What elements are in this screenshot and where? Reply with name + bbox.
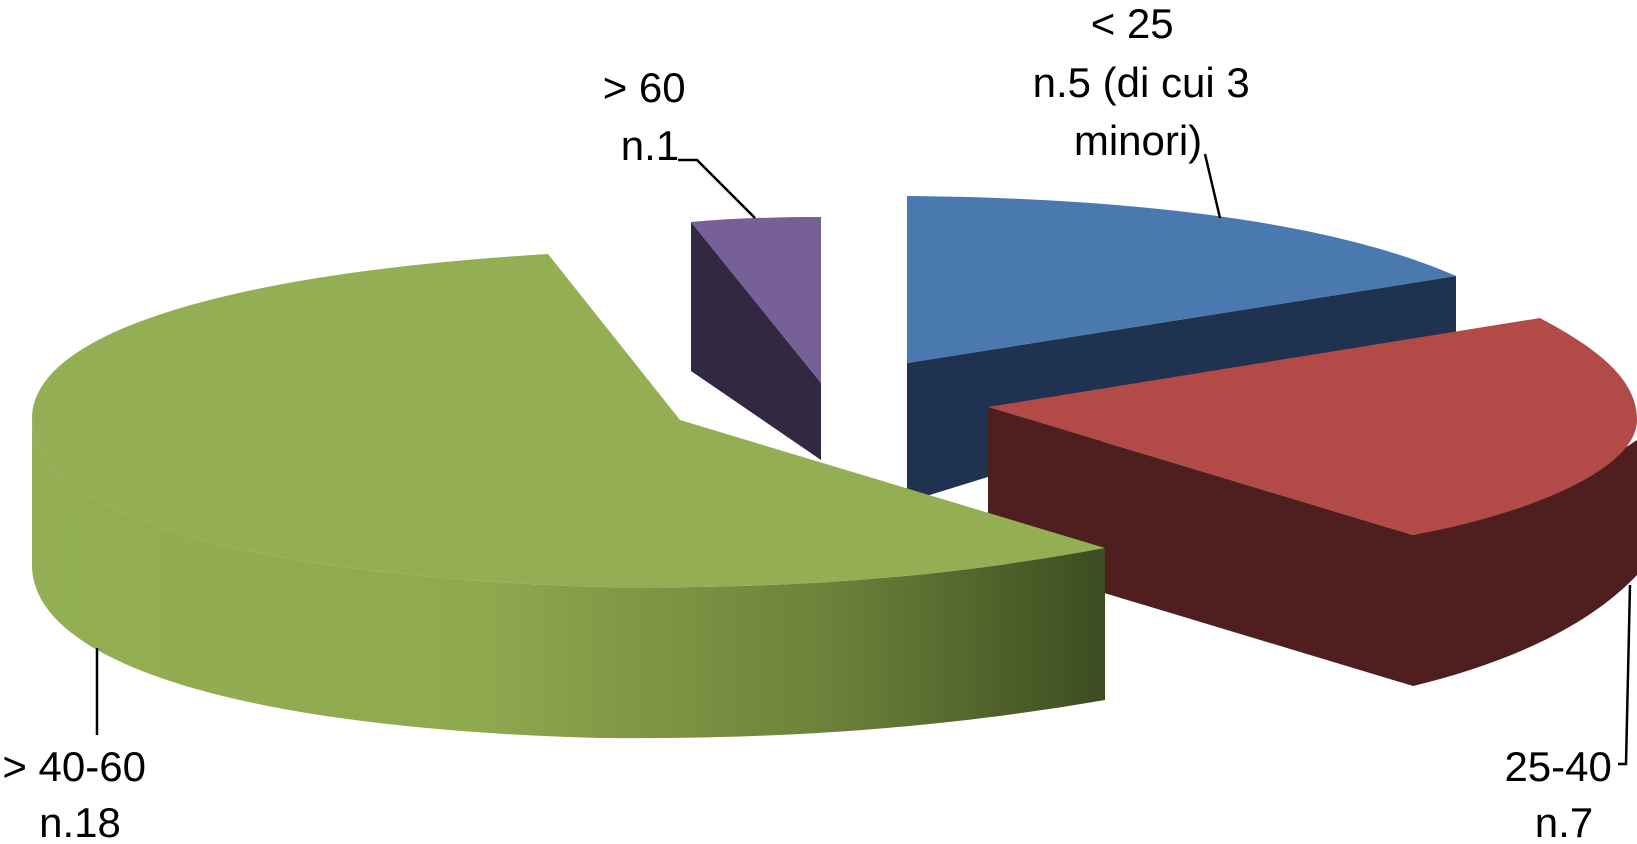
slice-over-60-top (691, 217, 821, 383)
slice-40-60-side (32, 418, 1105, 739)
slice-25-40-side (988, 407, 1637, 686)
data-label-25-40: 25-40 n.7 (1504, 743, 1623, 844)
slice-under-25-top (907, 196, 1456, 363)
data-label-40-60: > 40-60 n.18 (2, 743, 157, 844)
slice-over-60 (691, 217, 821, 460)
data-label-under-25: < 25 n.5 (di cui 3 minori) (1033, 0, 1262, 164)
slice-over-60-side (691, 222, 821, 460)
data-label-over-60: > 60 n.1 (603, 64, 698, 169)
slice-25-40 (988, 318, 1637, 686)
leader-line-over-60 (678, 158, 756, 219)
slice-25-40-top (988, 318, 1637, 535)
leader-line-under-25 (1203, 153, 1222, 219)
slice-40-60 (32, 254, 1105, 739)
leader-line-25-40 (1618, 584, 1632, 766)
slice-40-60-top (32, 254, 1105, 588)
